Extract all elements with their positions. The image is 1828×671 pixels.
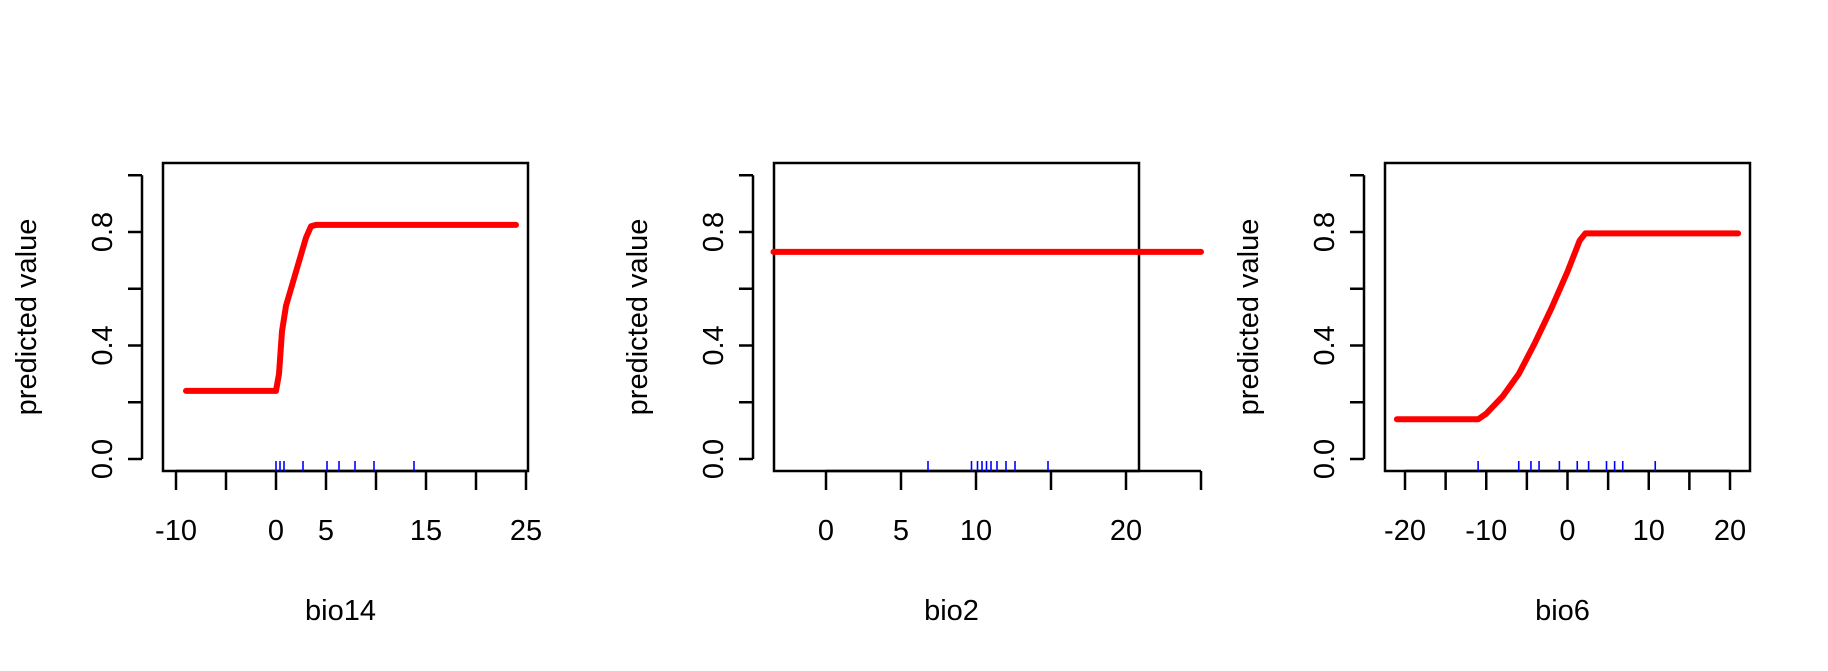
x-tick-label: -10 [1465,515,1507,547]
chart-panel-2: 0.0 0.4 0.8 0 5 10 20 bio2 predicted value [622,161,1204,627]
x-tick-label: 5 [318,515,334,547]
x-tick-label: 0 [268,515,284,547]
x-tick-label: 20 [1110,515,1142,547]
y-axis-title: predicted value [11,219,43,416]
y-tick-label: 0.0 [87,439,119,479]
x-tick-label: -20 [1384,515,1426,547]
plot-frame [1383,161,1752,473]
y-tick-label: 0.8 [698,212,730,252]
x-tick-label: 0 [1559,515,1575,547]
plot-frame [161,161,530,473]
x-tick-label: 5 [893,515,909,547]
x-tick-label: 25 [510,515,542,547]
x-tick-label: 10 [960,515,992,547]
x-tick-label: 10 [1633,515,1665,547]
chart-panel-3: 0.0 0.4 0.8 -20 -10 0 10 20 bio6 predicted value [1233,161,1752,627]
y-tick-label: 0.0 [698,439,730,479]
x-tick-label: 0 [818,515,834,547]
x-axis-title: bio2 [924,595,979,627]
y-tick-label: 0.8 [87,212,119,252]
y-tick-label: 0.0 [1309,439,1341,479]
y-tick-label: 0.8 [1309,212,1341,252]
x-tick-label: 15 [410,515,442,547]
chart-panel-1: 0.0 0.4 0.8 -10 0 5 15 25 bio14 predicted value [11,161,542,627]
response-curve [1393,230,1742,423]
response-curve [183,221,519,394]
plot-frame [772,161,1141,473]
x-tick-label: 20 [1714,515,1746,547]
y-tick-label: 0.4 [698,325,730,365]
x-axis-title: bio6 [1535,595,1590,627]
y-axis-title: predicted value [622,219,654,416]
x-tick-label: -10 [155,515,197,547]
y-axis-title: predicted value [1233,219,1265,416]
y-tick-label: 0.4 [87,325,119,365]
x-axis-title: bio14 [305,595,376,627]
y-tick-label: 0.4 [1309,325,1341,365]
